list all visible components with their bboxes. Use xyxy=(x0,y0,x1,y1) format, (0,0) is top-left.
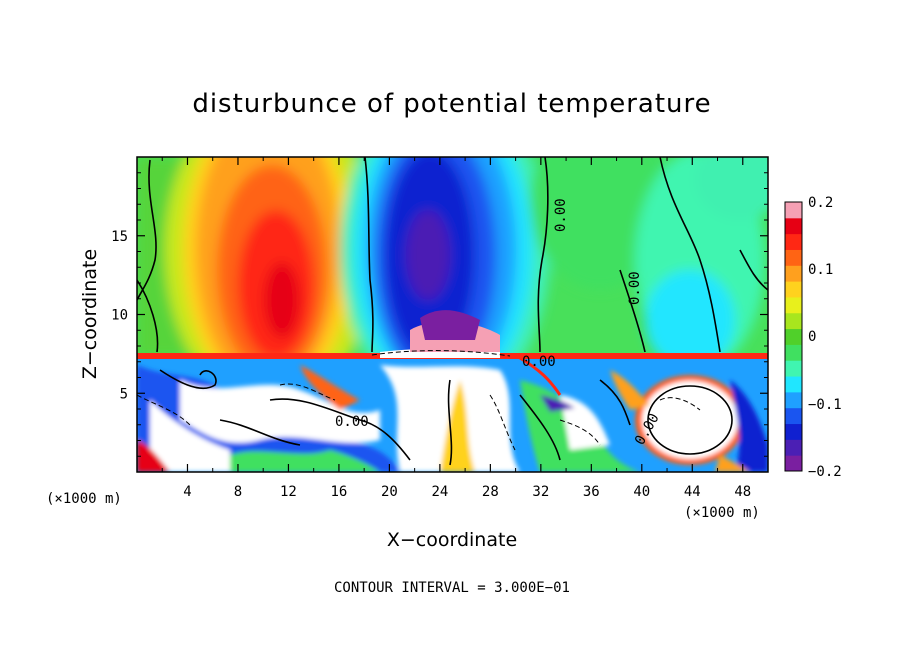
colorbar-swatch xyxy=(785,439,802,456)
dashed-contours xyxy=(137,350,701,451)
contour-lines xyxy=(137,157,768,466)
y-axis-label: Z−coordinate xyxy=(79,249,101,379)
lower-layer-field xyxy=(137,310,768,472)
contour-label: 0.00 xyxy=(553,198,569,232)
x-tick-label: 8 xyxy=(234,484,242,500)
colorbar-swatch xyxy=(785,312,802,330)
colorbar-swatch xyxy=(785,376,802,393)
colorbar-swatch xyxy=(785,360,802,377)
colorbar xyxy=(785,202,802,472)
colorbar-swatch xyxy=(785,455,802,472)
colorbar-swatch xyxy=(785,423,802,440)
colorbar-swatch xyxy=(785,407,802,425)
x-tick-label: 40 xyxy=(633,484,650,500)
colorbar-swatch xyxy=(785,344,802,361)
x-tick-label: 44 xyxy=(684,484,701,500)
colorbar-swatch xyxy=(785,281,802,298)
x-unit-right: (×1000 m) xyxy=(684,505,760,521)
y-tick-label: 15 xyxy=(111,229,128,245)
x-tick-label: 36 xyxy=(583,484,600,500)
y-tick-label: 10 xyxy=(111,308,128,324)
x-tick-label: 28 xyxy=(482,484,499,500)
x-tick-label: 32 xyxy=(532,484,549,500)
x-tick-label: 20 xyxy=(381,484,398,500)
contour-label: 0.00 xyxy=(335,414,369,430)
colorbar-swatch xyxy=(785,328,802,345)
plot-area: 0.00 0.00 0.00 0.00 0.00 xyxy=(137,157,768,472)
x-tick-label: 24 xyxy=(431,484,448,500)
x-axis-ticks: 4 8 12 16 20 24 28 32 36 40 44 48 xyxy=(161,157,751,500)
colorbar-tick-label: −0.1 xyxy=(808,397,842,413)
x-tick-label: 48 xyxy=(734,484,751,500)
x-axis-label: X−coordinate xyxy=(387,529,517,551)
colorbar-swatch xyxy=(785,233,802,250)
y-tick-label: 5 xyxy=(120,386,128,402)
x-tick-label: 12 xyxy=(280,484,297,500)
colorbar-tick-label: 0.1 xyxy=(808,262,833,278)
colorbar-frame xyxy=(784,201,803,472)
colorbar-swatch xyxy=(785,265,802,282)
colorbar-swatch xyxy=(785,202,802,219)
colorbar-swatch xyxy=(785,249,802,266)
contour-label: 0.00 xyxy=(522,354,556,370)
colorbar-swatch xyxy=(785,296,802,314)
colorbar-swatch xyxy=(785,217,802,235)
chart-title: disturbunce of potential temperature xyxy=(192,89,711,119)
contour-interval-note: CONTOUR INTERVAL = 3.000E−01 xyxy=(334,580,570,596)
colorbar-tick-labels: 0.2 0.1 0 −0.1 −0.2 xyxy=(808,195,842,480)
colorbar-swatch xyxy=(785,391,802,409)
x-tick-label: 4 xyxy=(183,484,191,500)
y-axis-ticks: 5 10 15 xyxy=(111,172,768,457)
x-tick-label: 16 xyxy=(330,484,347,500)
colorbar-tick-label: −0.2 xyxy=(808,464,842,480)
contour-label: 0.00 xyxy=(627,271,643,305)
x-unit-left: (×1000 m) xyxy=(46,491,122,507)
colorbar-tick-label: 0 xyxy=(808,329,816,345)
colorbar-tick-label: 0.2 xyxy=(808,195,833,211)
